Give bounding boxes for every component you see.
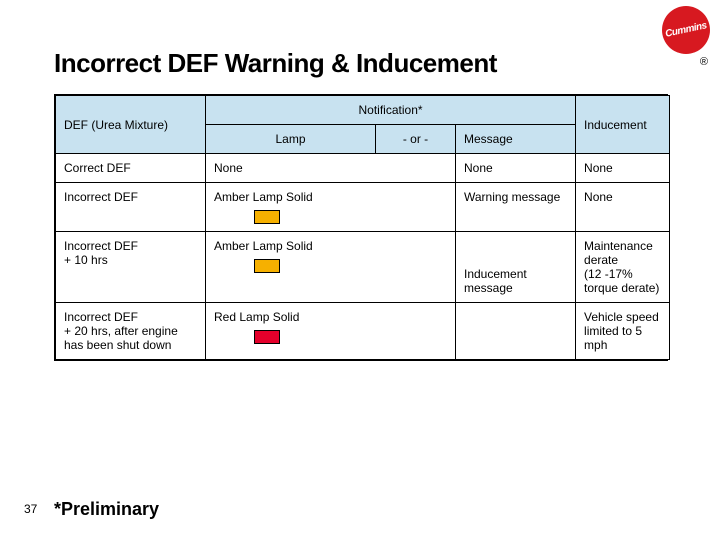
header-message: Message bbox=[456, 125, 576, 154]
footnote: *Preliminary bbox=[54, 499, 159, 520]
header-lamp: Lamp bbox=[206, 125, 376, 154]
lamp-text: Amber Lamp Solid bbox=[214, 239, 313, 253]
logo-circle: Cummins bbox=[662, 6, 710, 54]
cell-inducement: Vehicle speed limited to 5 mph bbox=[576, 303, 670, 360]
registered-mark: ® bbox=[700, 56, 708, 68]
lamp-indicator-icon bbox=[254, 259, 280, 273]
cell-lamp: None bbox=[206, 154, 456, 183]
table-row: Correct DEF None None None bbox=[56, 154, 670, 183]
cell-label: Correct DEF bbox=[56, 154, 206, 183]
lamp-text: Amber Lamp Solid bbox=[214, 190, 313, 204]
cell-inducement: None bbox=[576, 154, 670, 183]
logo-text: Cummins bbox=[664, 20, 707, 40]
page-number: 37 bbox=[24, 502, 37, 516]
page-title: Incorrect DEF Warning & Inducement bbox=[54, 48, 497, 79]
table-row: Incorrect DEF + 20 hrs, after engine has… bbox=[56, 303, 670, 360]
warning-table: DEF (Urea Mixture) Notification* Inducem… bbox=[54, 94, 668, 361]
header-def: DEF (Urea Mixture) bbox=[56, 96, 206, 154]
cell-label: Incorrect DEF bbox=[56, 183, 206, 232]
cell-lamp: Red Lamp Solid bbox=[206, 303, 456, 360]
table-row: Incorrect DEF Amber Lamp Solid Warning m… bbox=[56, 183, 670, 232]
table-row: Incorrect DEF + 10 hrs Amber Lamp Solid … bbox=[56, 232, 670, 303]
lamp-indicator-icon bbox=[254, 210, 280, 224]
lamp-indicator-icon bbox=[254, 330, 280, 344]
header-or: - or - bbox=[376, 125, 456, 154]
cell-inducement: Maintenance derate (12 -17% torque derat… bbox=[576, 232, 670, 303]
cell-lamp: Amber Lamp Solid bbox=[206, 183, 456, 232]
cell-message: None bbox=[456, 154, 576, 183]
cell-inducement: None bbox=[576, 183, 670, 232]
cell-message bbox=[456, 303, 576, 360]
header-inducement: Inducement bbox=[576, 96, 670, 154]
brand-logo: Cummins bbox=[662, 6, 710, 54]
cell-lamp: Amber Lamp Solid bbox=[206, 232, 456, 303]
cell-label: Incorrect DEF + 20 hrs, after engine has… bbox=[56, 303, 206, 360]
cell-label: Incorrect DEF + 10 hrs bbox=[56, 232, 206, 303]
lamp-text: None bbox=[214, 161, 243, 175]
cell-message: Inducement message bbox=[456, 232, 576, 303]
cell-message: Warning message bbox=[456, 183, 576, 232]
header-notification: Notification* bbox=[206, 96, 576, 125]
lamp-text: Red Lamp Solid bbox=[214, 310, 299, 324]
